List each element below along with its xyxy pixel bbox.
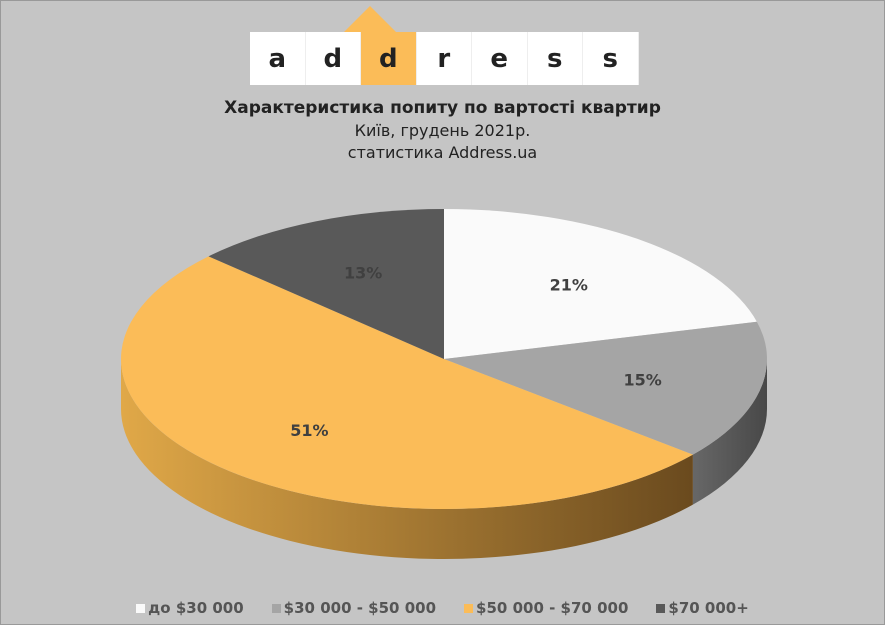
logo-letter: r	[416, 32, 472, 85]
logo-letter: s	[527, 32, 583, 85]
legend-item: до $30 000	[136, 599, 244, 617]
legend-item: $70 000+	[656, 599, 749, 617]
logo-roof	[344, 6, 396, 32]
pie-slice-side	[120, 359, 693, 559]
pie-slice-side	[692, 359, 767, 505]
pie-slice	[121, 256, 693, 509]
data-label: 13%	[344, 263, 382, 282]
data-label: 21%	[550, 275, 588, 294]
data-label: 51%	[290, 421, 328, 440]
logo-letter: e	[472, 32, 528, 85]
legend-swatch	[136, 603, 146, 613]
pie-slice	[208, 209, 444, 359]
legend: до $30 000 $30 000 - $50 000 $50 000 - $70…	[1, 599, 884, 617]
chart-subtitle-2: статистика Address.ua	[347, 143, 538, 162]
legend-item: $30 000 - $50 000	[271, 599, 437, 617]
legend-swatch	[464, 603, 474, 613]
pie-slice	[444, 209, 757, 359]
chart-subtitle-1: Київ, грудень 2021р.	[354, 121, 531, 140]
legend-label: до $30 000	[148, 599, 244, 617]
legend-item: $50 000 - $70 000	[464, 599, 628, 617]
chart-title: Характеристика попиту по вартості кварти…	[224, 98, 661, 118]
logo-letter: s	[583, 32, 639, 85]
legend-label: $30 000 - $50 000	[283, 599, 437, 617]
legend-swatch	[271, 603, 281, 613]
data-label: 15%	[623, 371, 661, 390]
pie-slice	[444, 321, 767, 455]
logo-letter: a	[250, 32, 306, 85]
legend-label: $70 000+	[668, 599, 749, 617]
logo-letter: d	[361, 32, 417, 85]
logo-letter: d	[305, 32, 361, 85]
legend-swatch	[656, 603, 666, 613]
legend-label: $50 000 - $70 000	[476, 599, 629, 617]
